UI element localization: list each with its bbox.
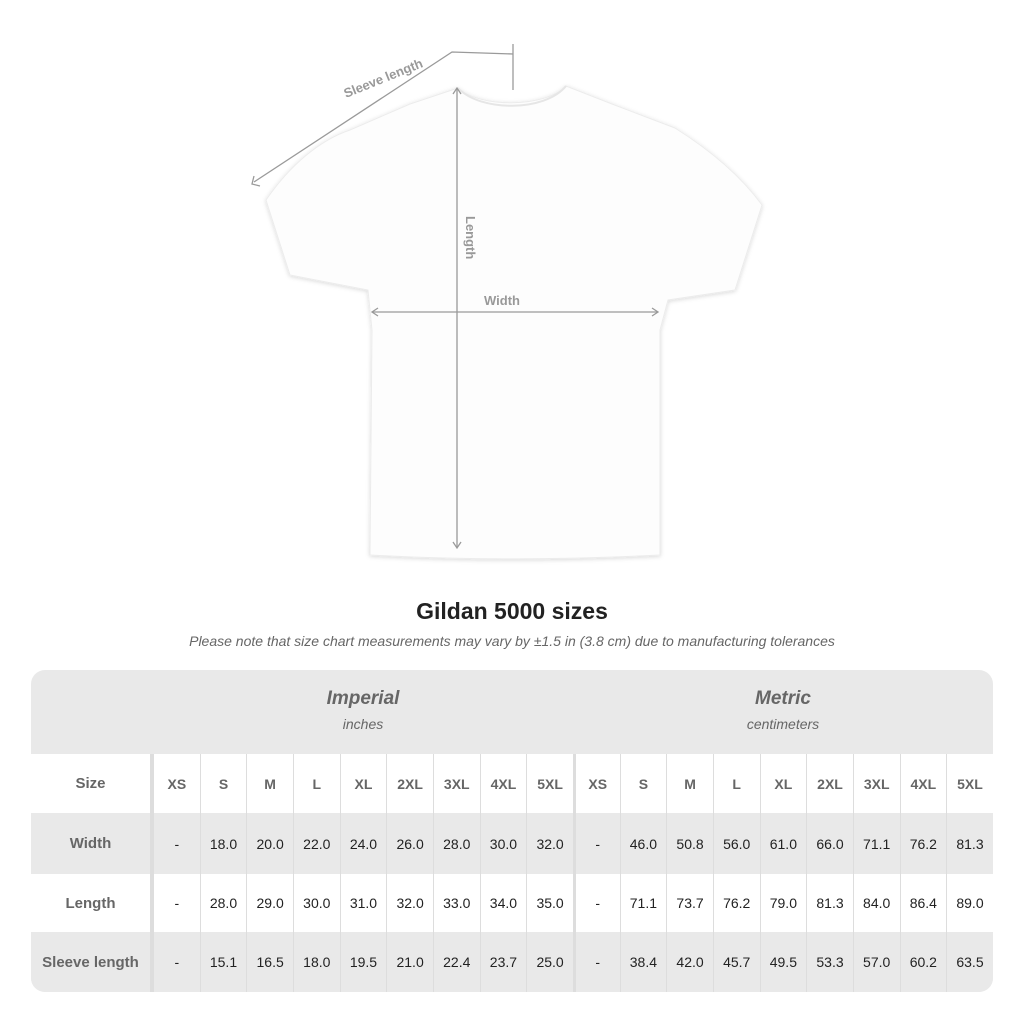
collar	[457, 85, 567, 107]
imperial-value-cell: 25.0	[526, 932, 573, 992]
metric-value-cell: 71.1	[619, 874, 667, 932]
metric-value-cell: 57.0	[852, 932, 900, 992]
metric-value-cell: 42.0	[666, 932, 713, 992]
size-header-cell: S	[199, 754, 247, 813]
imperial-value-cell: 16.5	[246, 932, 293, 992]
imperial-value-cell: 32.0	[526, 813, 573, 874]
metric-value-cell: 81.3	[806, 874, 853, 932]
metric-value-cell: 81.3	[946, 813, 993, 874]
imperial-value-cell: 20.0	[246, 813, 293, 874]
metric-value-cell: 56.0	[712, 813, 760, 874]
metric-value-cell: 45.7	[712, 932, 760, 992]
size-header-cell: L	[712, 754, 760, 813]
imperial-title: Imperial	[326, 688, 400, 709]
size-header-row: Size XS S M L XL 2XL 3XL 4XL 5XL XS S M L XL 2XL 3XL 4XL 5…	[31, 754, 993, 813]
table-row: Length -28.0 29.0 30.0 31.0 32.0 33.0 34.0 35.0-…	[31, 874, 993, 932]
size-header-cell: 5XL	[526, 754, 573, 813]
imperial-heading: Imperial inches	[153, 670, 573, 754]
row-label: Width	[31, 813, 153, 874]
metric-title: Metric	[755, 688, 811, 709]
row-label: Sleeve length	[31, 932, 153, 992]
chart-title: Gildan 5000 sizes	[416, 598, 608, 624]
size-header-cell: 4XL	[479, 754, 527, 813]
size-header-cell: 2XL	[806, 754, 853, 813]
table-row: Width -18.0 20.0 22.0 24.0 26.0 28.0 30.0 32.0-4…	[31, 813, 993, 874]
metric-value-cell: 38.4	[619, 932, 667, 992]
metric-unit: centimeters	[746, 716, 820, 732]
size-header-cell: M	[246, 754, 293, 813]
table-row: Sleeve length -15.1 16.5 18.0 19.5 21.0 22.4 23…	[31, 932, 993, 992]
width-label: Width	[484, 293, 520, 308]
metric-value-cell: 71.1	[852, 813, 900, 874]
size-header-cell: 2XL	[386, 754, 433, 813]
imperial-value-cell: 18.0	[199, 813, 247, 874]
imperial-unit: inches	[342, 716, 384, 732]
row-label: Size	[31, 754, 153, 813]
imperial-value-cell: 21.0	[386, 932, 433, 992]
row-label: Length	[31, 874, 153, 932]
size-header-cell: 3XL	[852, 754, 900, 813]
imperial-value-cell: 30.0	[292, 874, 340, 932]
measure-lines	[251, 44, 660, 550]
size-header-cell: M	[666, 754, 713, 813]
metric-value-cell: 60.2	[899, 932, 947, 992]
imperial-value-cell: 29.0	[246, 874, 293, 932]
imperial-value-cell: 19.5	[339, 932, 387, 992]
metric-heading: Metric centimeters	[573, 670, 993, 754]
imperial-value-cell: 33.0	[432, 874, 480, 932]
size-header-cell: L	[292, 754, 340, 813]
size-header-cell: 4XL	[899, 754, 947, 813]
metric-value-cell: 86.4	[899, 874, 947, 932]
tshirt-shape	[265, 85, 763, 560]
sleeve-length-line	[253, 51, 514, 183]
metric-value-cell: 46.0	[619, 813, 667, 874]
metric-value-cell: 73.7	[666, 874, 713, 932]
size-table: Imperial inches Metric centimeters Size X…	[31, 670, 993, 992]
size-header-cell: 3XL	[432, 754, 480, 813]
imperial-value-cell: 23.7	[479, 932, 527, 992]
imperial-value-cell: 32.0	[386, 874, 433, 932]
imperial-value-cell: 22.4	[432, 932, 480, 992]
tolerance-note: Please note that size chart measurements…	[189, 633, 835, 649]
metric-value-cell: 76.2	[899, 813, 947, 874]
imperial-value-cell: 35.0	[526, 874, 573, 932]
imperial-value-cell: 24.0	[339, 813, 387, 874]
imperial-value-cell: -	[153, 874, 200, 932]
imperial-value-cell: 34.0	[479, 874, 527, 932]
metric-value-cell: 66.0	[806, 813, 853, 874]
imperial-value-cell: 28.0	[432, 813, 480, 874]
imperial-value-cell: 18.0	[292, 932, 340, 992]
metric-value-cell: 63.5	[946, 932, 993, 992]
size-header-cell: XL	[759, 754, 807, 813]
metric-value-cell: -	[572, 932, 620, 992]
size-header-cell: XS	[572, 754, 620, 813]
metric-value-cell: 79.0	[759, 874, 807, 932]
metric-value-cell: 49.5	[759, 932, 807, 992]
imperial-value-cell: -	[153, 813, 200, 874]
metric-value-cell: 50.8	[666, 813, 713, 874]
size-header-cell: S	[619, 754, 667, 813]
size-header-cell: 5XL	[946, 754, 993, 813]
length-label: Length	[463, 216, 478, 259]
metric-value-cell: 53.3	[806, 932, 853, 992]
metric-value-cell: -	[572, 813, 620, 874]
imperial-value-cell: 26.0	[386, 813, 433, 874]
metric-value-cell: 89.0	[946, 874, 993, 932]
imperial-value-cell: 30.0	[479, 813, 527, 874]
size-header-cell: XL	[339, 754, 387, 813]
imperial-value-cell: 31.0	[339, 874, 387, 932]
tshirt-diagram: Sleeve length Length Width	[251, 44, 763, 560]
metric-value-cell: 84.0	[852, 874, 900, 932]
metric-value-cell: 61.0	[759, 813, 807, 874]
metric-value-cell: -	[572, 874, 620, 932]
imperial-value-cell: -	[153, 932, 200, 992]
imperial-value-cell: 22.0	[292, 813, 340, 874]
imperial-value-cell: 28.0	[199, 874, 247, 932]
metric-value-cell: 76.2	[712, 874, 760, 932]
size-header-cell: XS	[153, 754, 200, 813]
imperial-value-cell: 15.1	[199, 932, 247, 992]
